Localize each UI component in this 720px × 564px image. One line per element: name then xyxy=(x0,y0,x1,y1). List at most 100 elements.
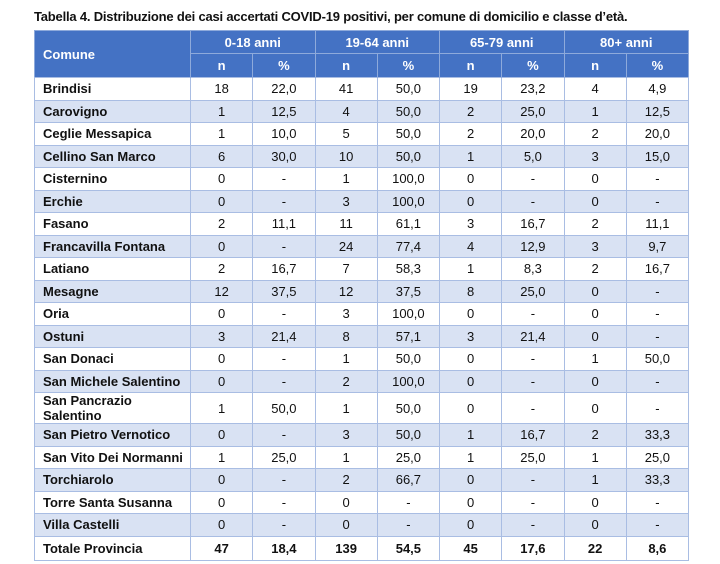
table-row: Brindisi 18 22,0 41 50,0 19 23,2 4 4,9 xyxy=(34,77,690,101)
table-row: Ostuni 3 21,4 8 57,1 3 21,4 0- xyxy=(34,324,690,348)
count-cell: 0 xyxy=(563,490,627,514)
count-cell: 5 xyxy=(314,122,378,146)
percent-cell: 5,0 xyxy=(501,144,565,168)
percent-cell: 100,0 xyxy=(376,302,441,326)
comune-name: Ostuni xyxy=(34,324,191,348)
comune-name: San Michele Salentino xyxy=(34,369,191,393)
percent-cell: 21,4 xyxy=(501,324,565,348)
percent-cell: - xyxy=(625,302,690,326)
percent-cell: - xyxy=(252,490,316,514)
percent-cell: 4,9 xyxy=(625,77,690,101)
table-row: Erchie 0-3 100,0 0-0- xyxy=(34,189,690,213)
table-row: Mesagne 12 37,5 12 37,5 8 25,0 0- xyxy=(34,279,690,303)
percent-cell: 37,5 xyxy=(376,279,441,303)
count-cell: 0 xyxy=(189,490,254,514)
comune-name: Fasano xyxy=(34,212,191,236)
percent-cell: 61,1 xyxy=(376,212,441,236)
percent-cell: 16,7 xyxy=(501,212,565,236)
cases-table: Comune 0-18 anni 19-64 anni 65-79 anni 8… xyxy=(34,30,690,561)
count-cell: 2 xyxy=(314,369,378,393)
percent-cell: 30,0 xyxy=(252,144,316,168)
percent-cell: - xyxy=(252,167,316,191)
percent-cell: 25,0 xyxy=(625,445,690,469)
count-cell: 0 xyxy=(438,513,503,537)
comune-name: San Pietro Vernotico xyxy=(34,423,191,447)
count-cell: 12 xyxy=(189,279,254,303)
header-sub: n xyxy=(314,53,378,78)
comune-name: Latiano xyxy=(34,257,191,281)
count-cell: 2 xyxy=(189,212,254,236)
table-row: Villa Castelli 0-0-0-0- xyxy=(34,513,690,537)
header-group: 0-18 anni xyxy=(190,30,315,54)
percent-cell: 25,0 xyxy=(501,445,565,469)
percent-cell: - xyxy=(625,279,690,303)
percent-cell: 12,5 xyxy=(252,99,316,123)
percent-cell: 8,6 xyxy=(625,535,690,561)
percent-cell: 23,2 xyxy=(501,77,565,101)
count-cell: 1 xyxy=(314,445,378,469)
percent-cell: - xyxy=(252,302,316,326)
percent-cell: 16,7 xyxy=(252,257,316,281)
count-cell: 24 xyxy=(314,234,378,258)
percent-cell: - xyxy=(625,392,690,424)
table-row: Cellino San Marco 6 30,0 10 50,0 1 5,0 3 15,0 xyxy=(34,144,690,168)
count-cell: 4 xyxy=(563,77,627,101)
count-cell: 0 xyxy=(438,490,503,514)
percent-cell: - xyxy=(501,513,565,537)
count-cell: 0 xyxy=(314,513,378,537)
header-group: 80+ anni xyxy=(563,30,689,54)
count-cell: 12 xyxy=(314,279,378,303)
percent-cell: 16,7 xyxy=(625,257,690,281)
count-cell: 0 xyxy=(438,392,503,424)
count-cell: 2 xyxy=(438,99,503,123)
count-cell: 0 xyxy=(563,302,627,326)
table-row: San Donaci 0-1 50,0 0-1 50,0 xyxy=(34,347,690,371)
percent-cell: 11,1 xyxy=(625,212,690,236)
count-cell: 0 xyxy=(563,324,627,348)
comune-name: San Pancrazio Salentino xyxy=(34,392,191,424)
header-group: 65-79 anni xyxy=(439,30,564,54)
count-cell: 1 xyxy=(438,257,503,281)
comune-name: Francavilla Fontana xyxy=(34,234,191,258)
percent-cell: 8,3 xyxy=(501,257,565,281)
count-cell: 11 xyxy=(314,212,378,236)
count-cell: 1 xyxy=(563,347,627,371)
table-row: Torre Santa Susanna 0-0-0-0- xyxy=(34,490,690,514)
percent-cell: - xyxy=(501,392,565,424)
percent-cell: 50,0 xyxy=(252,392,316,424)
percent-cell: 15,0 xyxy=(625,144,690,168)
count-cell: 4 xyxy=(438,234,503,258)
count-cell: 2 xyxy=(314,468,378,492)
count-cell: 0 xyxy=(438,347,503,371)
percent-cell: 100,0 xyxy=(376,167,441,191)
count-cell: 2 xyxy=(438,122,503,146)
comune-name: Villa Castelli xyxy=(34,513,191,537)
comune-name: Carovigno xyxy=(34,99,191,123)
header-sub: n xyxy=(438,53,502,78)
percent-cell: - xyxy=(625,513,690,537)
comune-name: Mesagne xyxy=(34,279,191,303)
percent-cell: 50,0 xyxy=(625,347,690,371)
percent-cell: 50,0 xyxy=(376,347,441,371)
count-cell: 3 xyxy=(314,423,378,447)
percent-cell: - xyxy=(625,167,690,191)
count-cell: 1 xyxy=(438,445,503,469)
percent-cell: 9,7 xyxy=(625,234,690,258)
percent-cell: 12,9 xyxy=(501,234,565,258)
count-cell: 0 xyxy=(189,234,254,258)
percent-cell: 50,0 xyxy=(376,423,441,447)
table-row: Cisternino 0-1 100,0 0-0- xyxy=(34,167,690,191)
comune-name: San Vito Dei Normanni xyxy=(34,445,191,469)
percent-cell: 58,3 xyxy=(376,257,441,281)
percent-cell: 21,4 xyxy=(252,324,316,348)
count-cell: 0 xyxy=(438,468,503,492)
count-cell: 0 xyxy=(189,189,254,213)
comune-name: Torchiarolo xyxy=(34,468,191,492)
header-group: 19-64 anni xyxy=(314,30,440,54)
percent-cell: 25,0 xyxy=(501,279,565,303)
percent-cell: - xyxy=(625,369,690,393)
count-cell: 2 xyxy=(563,423,627,447)
comune-name: Oria xyxy=(34,302,191,326)
count-cell: 19 xyxy=(438,77,503,101)
percent-cell: - xyxy=(252,513,316,537)
